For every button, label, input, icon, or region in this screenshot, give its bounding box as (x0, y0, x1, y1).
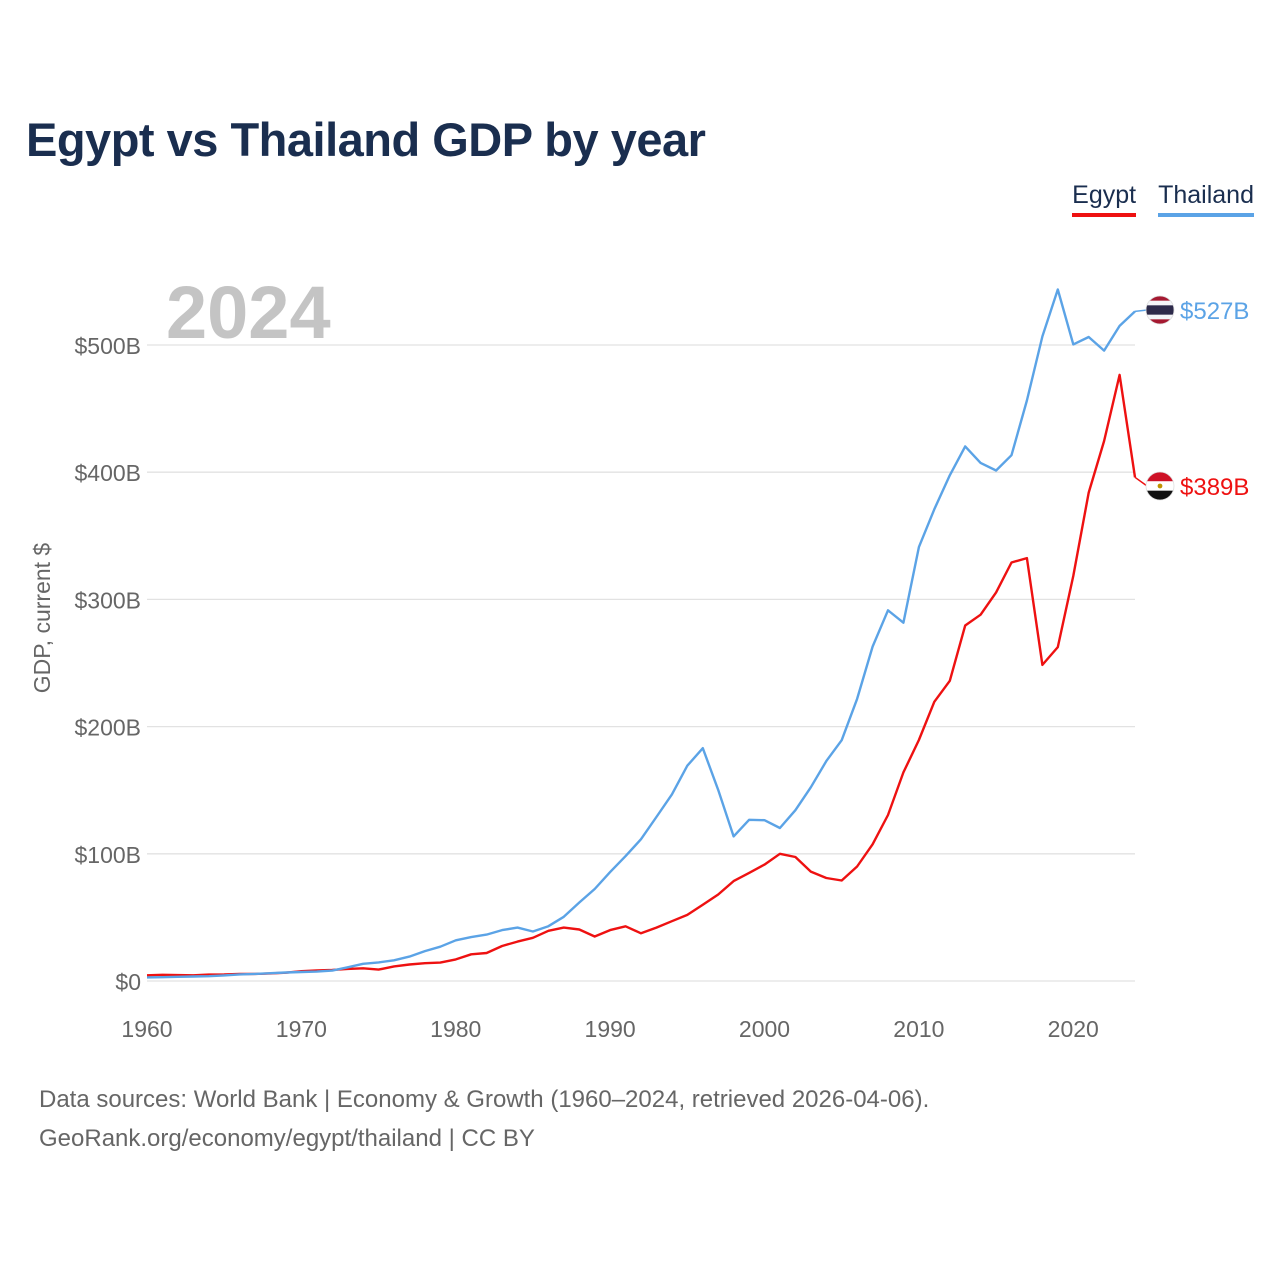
source-note: Data sources: World Bank | Economy & Gro… (39, 1080, 929, 1158)
y-tick-label: $500B (74, 333, 141, 359)
end-connector-thailand (1134, 309, 1148, 313)
x-tick-label: 1990 (585, 1016, 636, 1042)
page-title: Egypt vs Thailand GDP by year (26, 113, 706, 166)
x-axis-ticks: 1960 1970 1980 1990 2000 2010 2020 (121, 1016, 1098, 1042)
y-axis-label: GDP, current $ (29, 543, 55, 694)
x-tick-label: 1980 (430, 1016, 481, 1042)
y-tick-label: $200B (74, 715, 141, 741)
x-tick-label: 1960 (121, 1016, 172, 1042)
y-tick-label: $100B (74, 842, 141, 868)
y-axis-ticks: $0 $100B $200B $300B $400B $500B (74, 333, 141, 995)
x-tick-label: 2020 (1048, 1016, 1099, 1042)
end-connector-egypt (1134, 476, 1148, 487)
y-tick-label: $300B (74, 587, 141, 613)
series-lines (146, 288, 1137, 979)
legend: Egypt Thailand (1072, 180, 1254, 217)
source-line-1: Data sources: World Bank | Economy & Gro… (39, 1086, 930, 1113)
legend-item-egypt[interactable]: Egypt (1072, 180, 1137, 217)
grid-lines (147, 344, 1135, 982)
end-label-thailand: $527B (1180, 298, 1249, 325)
x-tick-label: 2000 (739, 1016, 790, 1042)
egypt-flag-icon (1145, 471, 1175, 501)
x-tick-label: 2010 (893, 1016, 944, 1042)
y-tick-label: $0 (115, 969, 141, 995)
series-line-thailand (146, 288, 1136, 979)
y-tick-label: $400B (74, 460, 141, 486)
thailand-flag-icon (1145, 295, 1175, 325)
year-watermark: 2024 (166, 271, 331, 354)
legend-item-thailand[interactable]: Thailand (1158, 180, 1254, 217)
x-tick-label: 1970 (276, 1016, 327, 1042)
end-label-egypt: $389B (1180, 474, 1249, 501)
source-line-2[interactable]: GeoRank.org/economy/egypt/thailand | CC … (39, 1125, 535, 1152)
series-end-labels: $389B $527B (1134, 295, 1249, 501)
